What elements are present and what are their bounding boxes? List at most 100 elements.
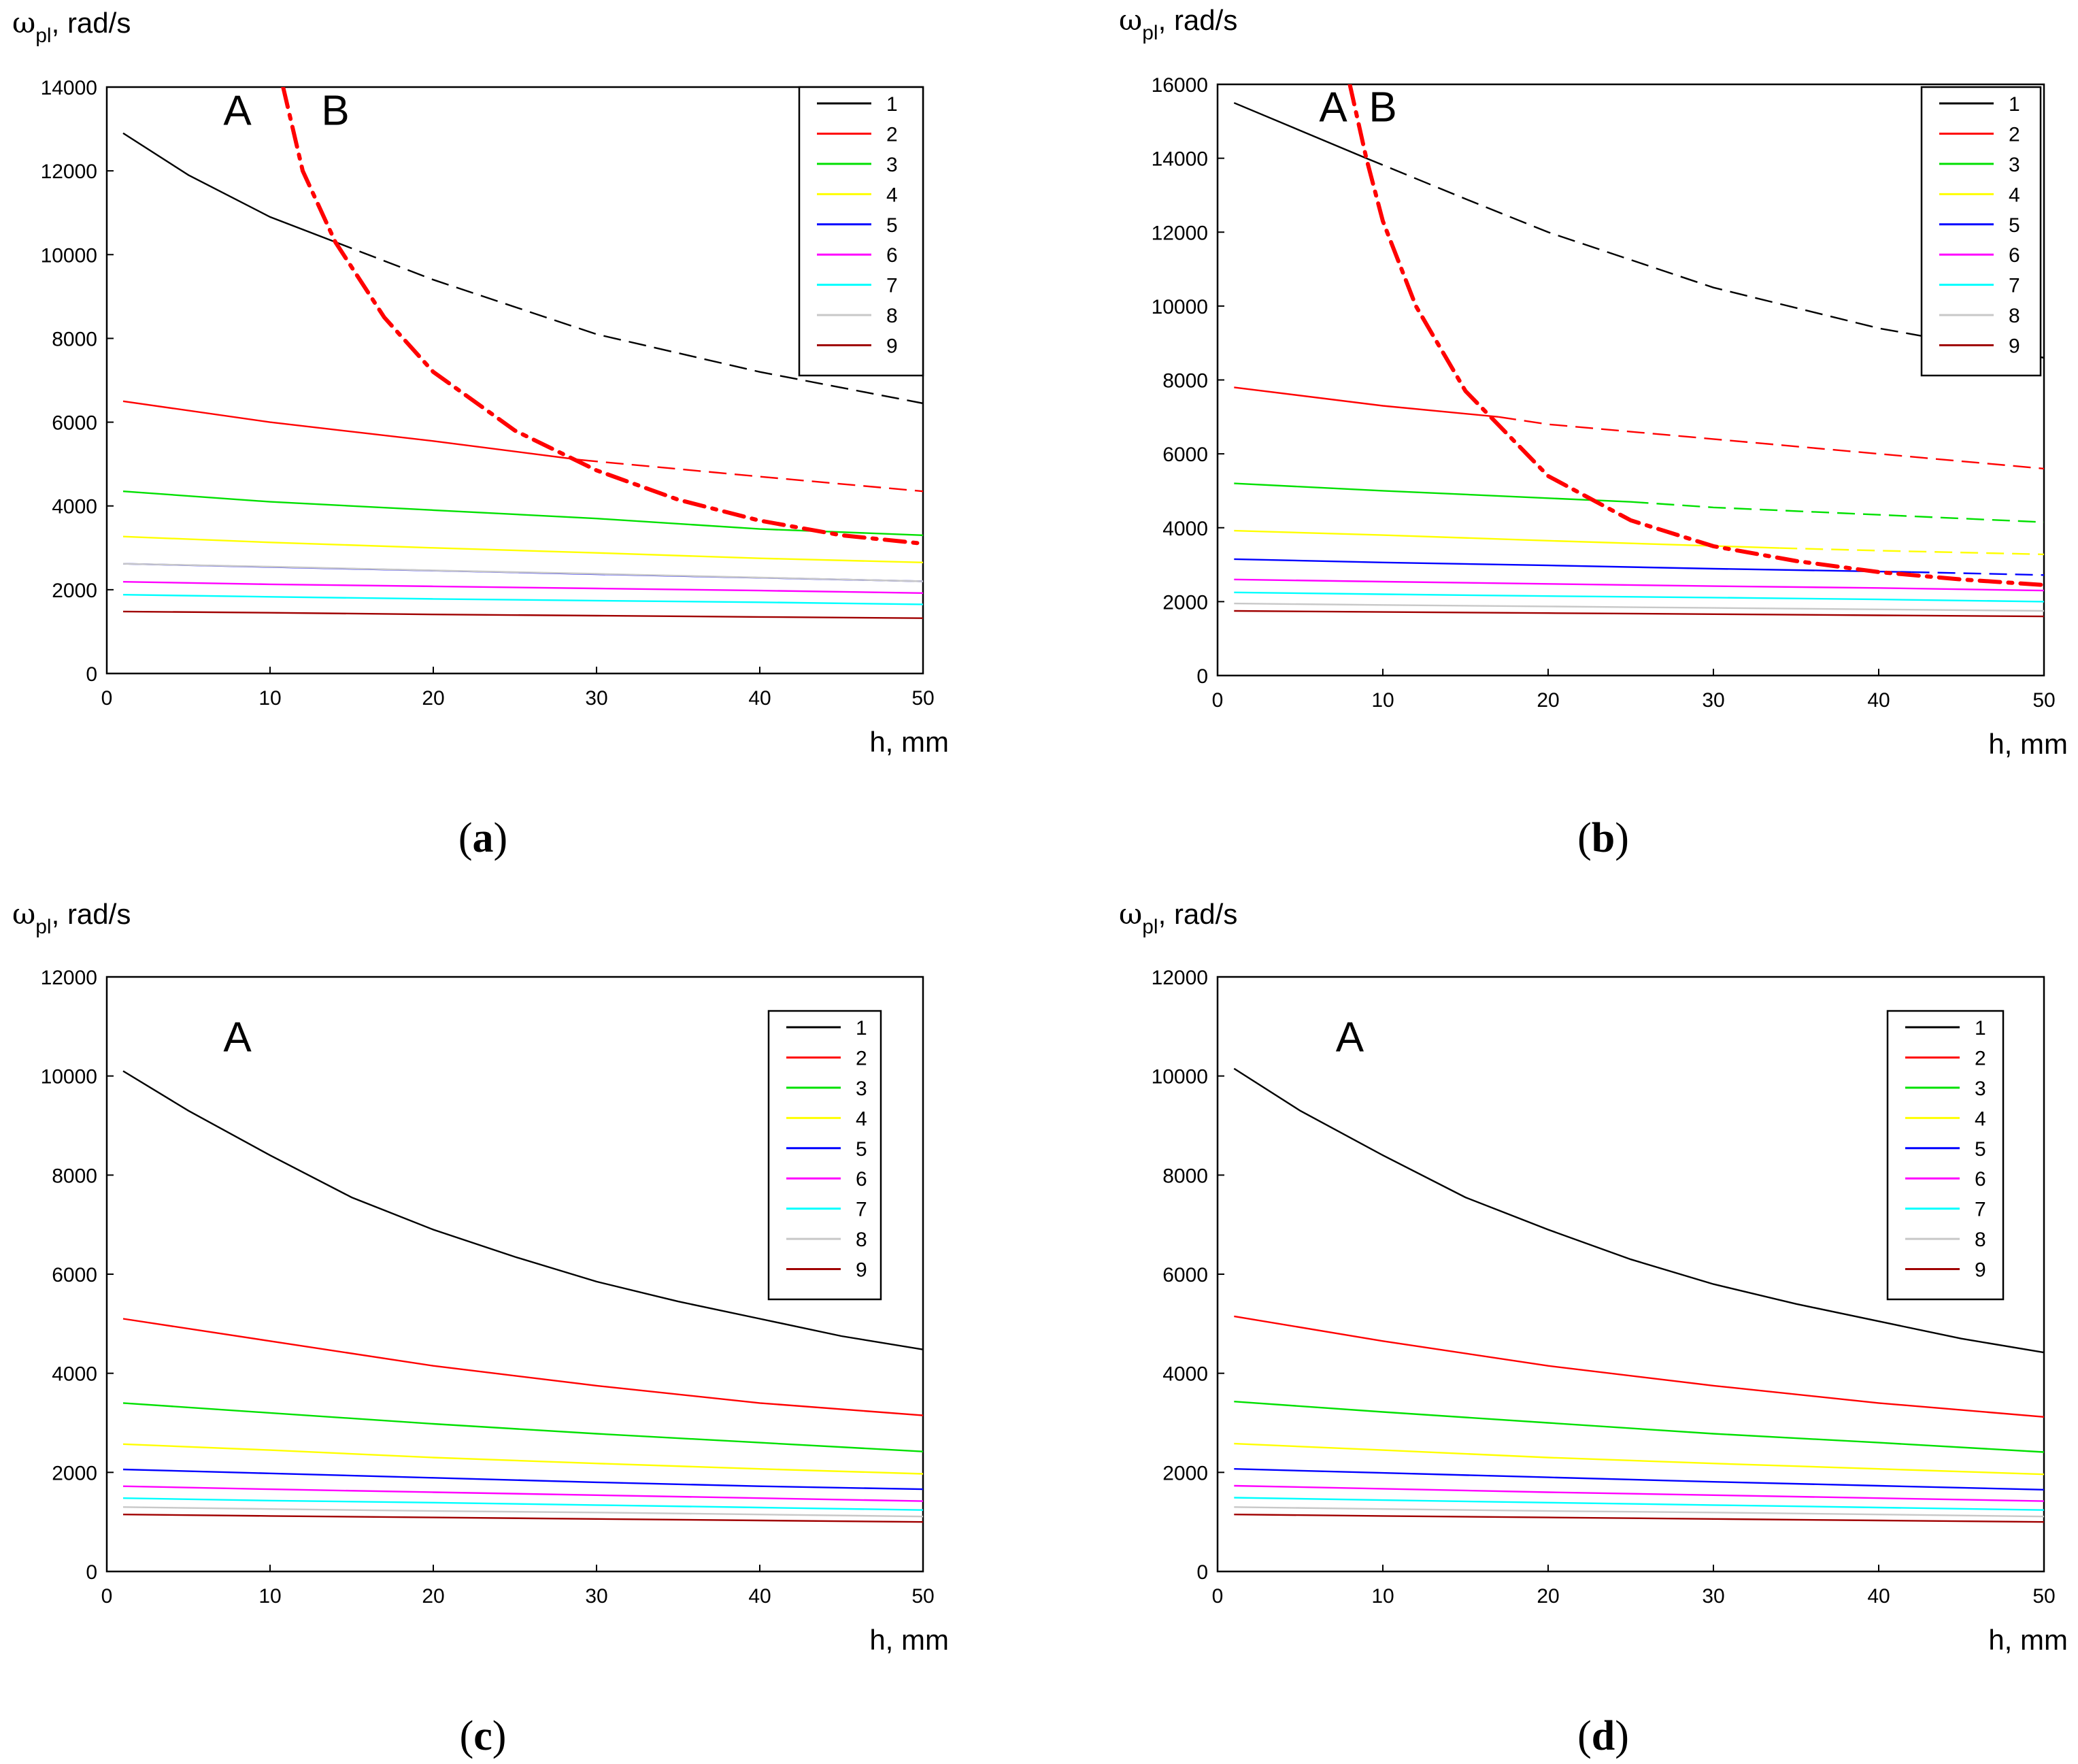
region-label: A	[223, 87, 252, 134]
x-tick-label: 20	[422, 1585, 444, 1608]
series-line-4	[1234, 529, 1780, 549]
plot-frame	[1216, 83, 2045, 677]
y-tick-label: 4000	[52, 496, 97, 518]
y-axis-title: ωpl, rad/s	[1119, 3, 1237, 44]
series-line-2	[1234, 386, 1499, 418]
y-tick-label: 6000	[52, 412, 97, 435]
region-label: B	[1369, 84, 1396, 131]
legend-label-1: 1	[886, 93, 898, 116]
y-tick-label: 10000	[1152, 296, 1208, 318]
series-line-1-dashed	[1366, 157, 2044, 359]
legend-label-5: 5	[2009, 214, 2020, 237]
legend-label-4: 4	[2009, 184, 2020, 206]
legend-label-3: 3	[856, 1078, 867, 1100]
series-line-1	[1233, 1067, 2044, 1354]
y-tick-label: 14000	[1152, 148, 1208, 171]
plot-frame	[105, 86, 924, 675]
legend-label-7: 7	[1975, 1199, 1986, 1221]
legend-label-3: 3	[2009, 154, 2020, 176]
series-line-8	[1234, 1506, 2044, 1518]
legend-box	[798, 86, 924, 377]
legend-label-8: 8	[886, 305, 898, 327]
y-axis-unit: , rad/s	[52, 7, 131, 39]
series-line-9	[122, 610, 923, 619]
panel-caption: (d)	[1577, 1713, 1629, 1759]
chart-panel-a: 0 2000 4000 6000 8000 10000 12000 14000 0 10 20 30 4…	[12, 6, 949, 861]
legend-label-7: 7	[2009, 275, 2020, 297]
series-line-7	[122, 1497, 923, 1511]
series-group	[122, 87, 923, 619]
legend-label-5: 5	[1975, 1138, 1986, 1161]
y-tick-label: 10000	[1152, 1066, 1208, 1088]
legend-label-6: 6	[2009, 244, 2020, 267]
legend-label-3: 3	[1975, 1078, 1986, 1100]
region-label: A	[1336, 1014, 1364, 1061]
chart-panel-d: 0 2000 4000 6000 8000 10000 12000 0 10 20 30 40 50 ωp…	[1119, 897, 2068, 1759]
x-tick-label: 30	[1702, 1585, 1724, 1608]
legend-label-2: 2	[886, 123, 898, 146]
panel-caption-letter: b	[1592, 815, 1615, 861]
y-tick-label: 0	[1196, 1561, 1208, 1584]
series-group	[122, 1070, 923, 1523]
y-axis-symbol: ω	[1119, 3, 1142, 37]
series-line-4	[1234, 1442, 2044, 1476]
series-line-9	[1234, 1514, 2044, 1523]
panel-caption-letter: d	[1592, 1713, 1615, 1759]
x-tick-label: 30	[585, 1585, 607, 1608]
series-line-3	[1234, 482, 1631, 503]
y-axis-title: ωpl, rad/s	[12, 897, 131, 938]
y-tick-label: 2000	[1162, 591, 1208, 614]
series-group	[1233, 84, 2044, 618]
y-tick-label: 12000	[41, 161, 97, 183]
series-line-6	[1234, 1484, 2044, 1502]
boundary-curve	[281, 87, 923, 546]
chart-panel-b: 0 2000 4000 6000 8000 10000 12000 14000 16000 0 10…	[1119, 3, 2068, 861]
y-tick-label: 14000	[41, 77, 97, 99]
y-axis-subscript: pl	[35, 24, 51, 47]
series-line-5	[122, 1468, 923, 1491]
legend-label-9: 9	[856, 1259, 867, 1282]
x-tick-label: 40	[748, 1585, 771, 1608]
series-line-5	[1234, 558, 1912, 573]
x-axis-title: h, mm	[1988, 728, 2068, 760]
series-line-4	[122, 1443, 923, 1475]
series-line-3-dashed	[1630, 501, 2044, 523]
x-tick-label: 10	[258, 687, 281, 710]
legend-label-7: 7	[886, 275, 898, 297]
series-line-8	[1234, 602, 2044, 612]
legend: 1 2 3 4 5 6 7 8 9	[1920, 86, 2042, 377]
series-line-8	[122, 1506, 923, 1518]
x-tick-label: 0	[101, 1585, 113, 1608]
series-line-2	[122, 400, 581, 461]
y-axis-subscript: pl	[1142, 916, 1158, 938]
x-tick-label: 50	[2032, 1585, 2055, 1608]
y-axis-title: ωpl, rad/s	[1119, 897, 1237, 938]
x-axis-title: h, mm	[869, 1624, 949, 1656]
series-line-2-dashed	[1498, 416, 2044, 470]
y-tick-label: 6000	[1162, 1264, 1208, 1286]
series-line-3	[122, 1402, 923, 1452]
series-line-3	[122, 490, 923, 536]
y-tick-label: 8000	[1162, 370, 1208, 393]
x-axis-title: h, mm	[1988, 1624, 2068, 1656]
panel-caption: (b)	[1577, 815, 1629, 861]
y-axis-symbol: ω	[12, 6, 35, 39]
series-line-1	[122, 132, 336, 243]
series-line-6	[122, 581, 923, 594]
y-tick-label: 2000	[52, 1462, 97, 1484]
series-line-1	[1233, 102, 1367, 159]
legend-label-1: 1	[856, 1017, 867, 1039]
region-label: A	[223, 1014, 252, 1061]
legend-label-4: 4	[1975, 1108, 1986, 1130]
legend: 1 2 3 4 5 6 7 8 9	[767, 1010, 882, 1301]
legend-label-5: 5	[886, 214, 898, 237]
series-line-9	[1234, 610, 2044, 618]
x-tick-label: 20	[422, 687, 444, 710]
panel-caption-letter: a	[473, 815, 494, 861]
x-axis-title: h, mm	[869, 726, 949, 758]
series-line-6	[1234, 578, 2044, 592]
region-label: B	[321, 87, 349, 134]
x-tick-label: 50	[911, 687, 934, 710]
y-tick-label: 16000	[1152, 74, 1208, 97]
